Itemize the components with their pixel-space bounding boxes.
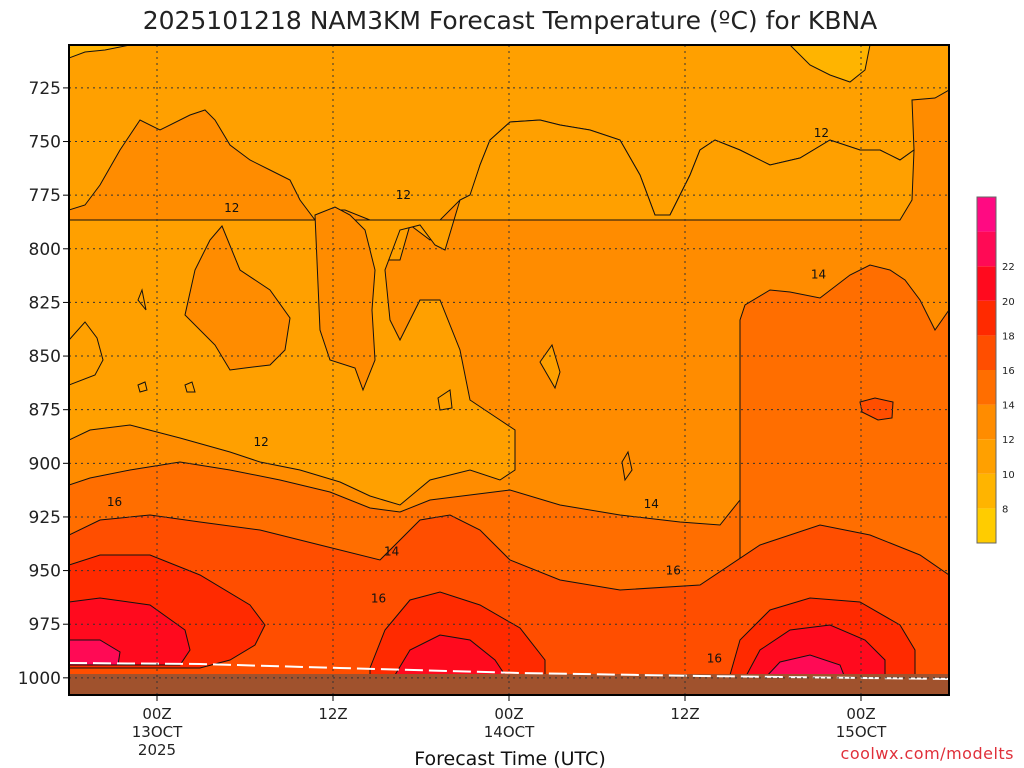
surface-edge bbox=[69, 662, 949, 680]
chart-title: 2025101218 NAM3KM Forecast Temperature (… bbox=[143, 6, 878, 35]
cell-small-5 bbox=[137, 288, 196, 393]
y-tick-label: 1000 bbox=[18, 669, 61, 689]
y-tick-label: 875 bbox=[29, 401, 61, 421]
contour-label: 14 bbox=[644, 497, 659, 511]
colorbar-label: 12 bbox=[1002, 435, 1015, 446]
colorbar-label: 20 bbox=[1002, 297, 1015, 308]
y-tick-label: 900 bbox=[29, 454, 61, 474]
ground-below-surface bbox=[69, 674, 949, 695]
gridlines bbox=[69, 45, 949, 695]
contour-label: 14 bbox=[811, 268, 826, 282]
cell-12-left bbox=[184, 225, 291, 371]
y-tick-label: 850 bbox=[29, 347, 61, 367]
temp-band-top-8-10 bbox=[69, 45, 131, 59]
x-tick-label: 12Z bbox=[318, 705, 347, 723]
colorbar-swatch bbox=[977, 508, 996, 543]
colorbar-swatch bbox=[977, 335, 996, 370]
y-tick-label: 975 bbox=[29, 615, 61, 635]
colorbar-label: 14 bbox=[1002, 401, 1015, 412]
temp-band-topright-8-10 bbox=[789, 45, 871, 83]
credit-text: coolwx.com/modelts bbox=[841, 744, 1014, 763]
x-tick-label: 14OCT bbox=[484, 723, 535, 741]
x-tick-label: 12Z bbox=[670, 705, 699, 723]
colorbar-swatch bbox=[977, 197, 996, 232]
colorbar-swatch bbox=[977, 266, 996, 301]
colorbar-swatch bbox=[977, 370, 996, 405]
contour-label: 12 bbox=[253, 435, 268, 449]
cell-left-edge bbox=[69, 321, 104, 386]
y-axis: 725 750 775 800 825 850 875 900 925 950 975 1000 bbox=[18, 79, 69, 689]
colorbar-label: 8 bbox=[1002, 504, 1008, 515]
contour-label: 12 bbox=[224, 201, 239, 215]
x-axis-label: Forecast Time (UTC) bbox=[414, 748, 605, 768]
y-tick-label: 775 bbox=[29, 186, 61, 206]
y-tick-label: 750 bbox=[29, 133, 61, 153]
cell-12-mid bbox=[314, 206, 376, 392]
colorbar-frame bbox=[976, 196, 997, 544]
colorbar-swatch bbox=[977, 404, 996, 440]
x-tick-label: 13OCT bbox=[132, 723, 183, 741]
y-tick-label: 925 bbox=[29, 508, 61, 528]
cell-small-2 bbox=[437, 389, 453, 411]
y-tick-label: 825 bbox=[29, 293, 61, 313]
temp-band-mid-12-14 bbox=[69, 119, 915, 506]
x-tick-label: 00Z bbox=[846, 705, 875, 723]
contour-labels: 12 12 12 12 14 14 14 16 16 16 16 bbox=[107, 126, 829, 666]
cell-small-4 bbox=[859, 397, 894, 421]
contour-label: 16 bbox=[666, 564, 681, 578]
plot-area: 12 12 12 12 14 14 14 16 16 16 16 bbox=[69, 45, 949, 695]
contour-label: 12 bbox=[396, 188, 411, 202]
contour-label: 16 bbox=[107, 495, 122, 509]
x-tick-label: 2025 bbox=[138, 741, 176, 759]
cell-small-3 bbox=[621, 450, 633, 482]
colorbar-label: 22 bbox=[1002, 262, 1015, 273]
y-tick-label: 950 bbox=[29, 562, 61, 582]
contour-label: 12 bbox=[814, 126, 829, 140]
colorbar-label: 18 bbox=[1002, 331, 1015, 342]
contour-label: 16 bbox=[707, 652, 722, 666]
contour-label: 14 bbox=[384, 544, 399, 558]
y-tick-label: 725 bbox=[29, 79, 61, 99]
colorbar-label: 10 bbox=[1002, 470, 1015, 481]
x-tick-label: 15OCT bbox=[836, 723, 887, 741]
x-tick-label: 00Z bbox=[142, 705, 171, 723]
colorbar-swatch bbox=[977, 231, 996, 267]
contour-label: 16 bbox=[371, 591, 386, 605]
y-tick-label: 800 bbox=[29, 240, 61, 260]
colorbar-swatch bbox=[977, 300, 996, 336]
colorbar-label: 16 bbox=[1002, 366, 1015, 377]
colorbar-swatch bbox=[977, 439, 996, 474]
colorbar: 8 10 12 14 16 18 20 22 bbox=[976, 196, 1015, 544]
colorbar-swatch bbox=[977, 473, 996, 509]
x-tick-label: 00Z bbox=[494, 705, 523, 723]
